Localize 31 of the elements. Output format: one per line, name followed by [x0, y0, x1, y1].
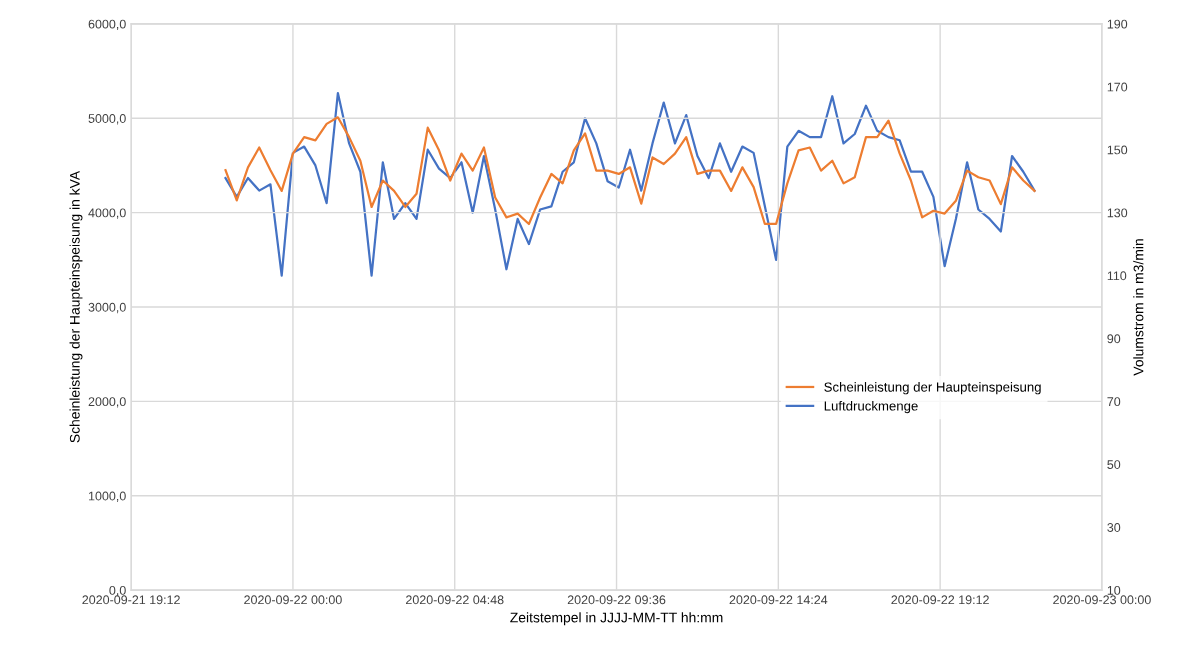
- x-tick-label: 2020-09-23 00:00: [1053, 595, 1151, 605]
- y-tick-label: 3000,0: [88, 302, 126, 314]
- line-series: [224, 91, 1036, 277]
- y2-tick-label: 50: [1107, 460, 1121, 469]
- x-tick-label: 2020-09-21 19:12: [82, 595, 180, 605]
- y-tick-label: 6000,0: [88, 19, 126, 30]
- y-tick-label: 0,0: [109, 585, 126, 597]
- y-tick-label: 2000,0: [88, 397, 126, 408]
- legend-label: Scheinleistung der Haupteinspeisung: [824, 382, 1041, 395]
- x-tick-label: 2020-09-22 09:36: [567, 595, 666, 605]
- y2-tick-label: 70: [1107, 397, 1121, 407]
- y2-tick-label: 190: [1107, 19, 1128, 29]
- y2-tick-label: 10: [1107, 585, 1121, 595]
- y-tick-label: 5000,0: [88, 114, 126, 125]
- y2-tick-label: 130: [1107, 208, 1128, 218]
- x-tick-label: 2020-09-22 14:24: [729, 595, 828, 605]
- x-tick-label: 2020-09-22 00:00: [244, 595, 342, 605]
- x-tick-label: 2020-09-22 04:48: [406, 595, 504, 605]
- y-tick-label: 1000,0: [88, 491, 126, 502]
- y2-tick-label: 90: [1107, 334, 1121, 344]
- y2-tick-label: 30: [1107, 523, 1121, 532]
- y2-tick-label: 150: [1107, 145, 1128, 155]
- line-series: [224, 116, 1036, 226]
- y2-tick-label: 170: [1107, 82, 1128, 92]
- y-tick-label: 4000,0: [88, 208, 126, 219]
- x-tick-label: 2020-09-22 19:12: [891, 595, 989, 605]
- x-axis-title: Zeitstempel in JJJJ-MM-TT hh:mm: [510, 612, 723, 626]
- y2-tick-label: 110: [1107, 271, 1127, 281]
- y-axis-title: Scheinleistung der Haupteinspeisung in kVA: [69, 170, 83, 443]
- y2-axis-title: Volumstrom in m3/min: [1133, 239, 1144, 376]
- legend-label: Luftdruckmenge: [824, 400, 918, 414]
